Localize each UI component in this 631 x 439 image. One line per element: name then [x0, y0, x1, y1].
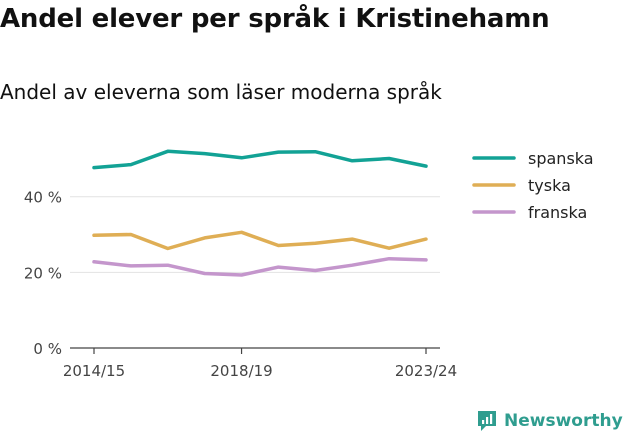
legend-label-spanska: spanska	[528, 149, 594, 168]
legend-label-franska: franska	[528, 203, 587, 222]
newsworthy-brand: Newsworthy	[476, 409, 623, 433]
series-lines	[92, 149, 428, 277]
legend-label-tyska: tyska	[528, 176, 571, 195]
x-axis-tick-labels: 2014/15 2018/19 2023/24	[63, 348, 457, 380]
chart-subtitle: Andel av eleverna som läser moderna språ…	[0, 80, 442, 104]
series-line-spanska	[92, 149, 428, 170]
y-tick-label: 20 %	[24, 264, 62, 282]
y-tick-label: 0 %	[33, 340, 62, 358]
series-line-tyska	[92, 230, 428, 251]
x-tick-label: 2018/19	[210, 362, 272, 380]
legend: spanska tyska franska	[472, 149, 594, 222]
brand-name: Newsworthy	[504, 411, 623, 431]
newsworthy-logo-icon	[478, 411, 496, 431]
y-tick-label: 40 %	[24, 189, 62, 207]
x-tick-label: 2014/15	[63, 362, 125, 380]
y-axis-tick-labels: 0 % 20 % 40 %	[24, 189, 62, 358]
x-tick-label: 2023/24	[395, 362, 457, 380]
chart-title: Andel elever per språk i Kristinehamn	[0, 4, 550, 34]
series-line-franska	[92, 256, 428, 277]
